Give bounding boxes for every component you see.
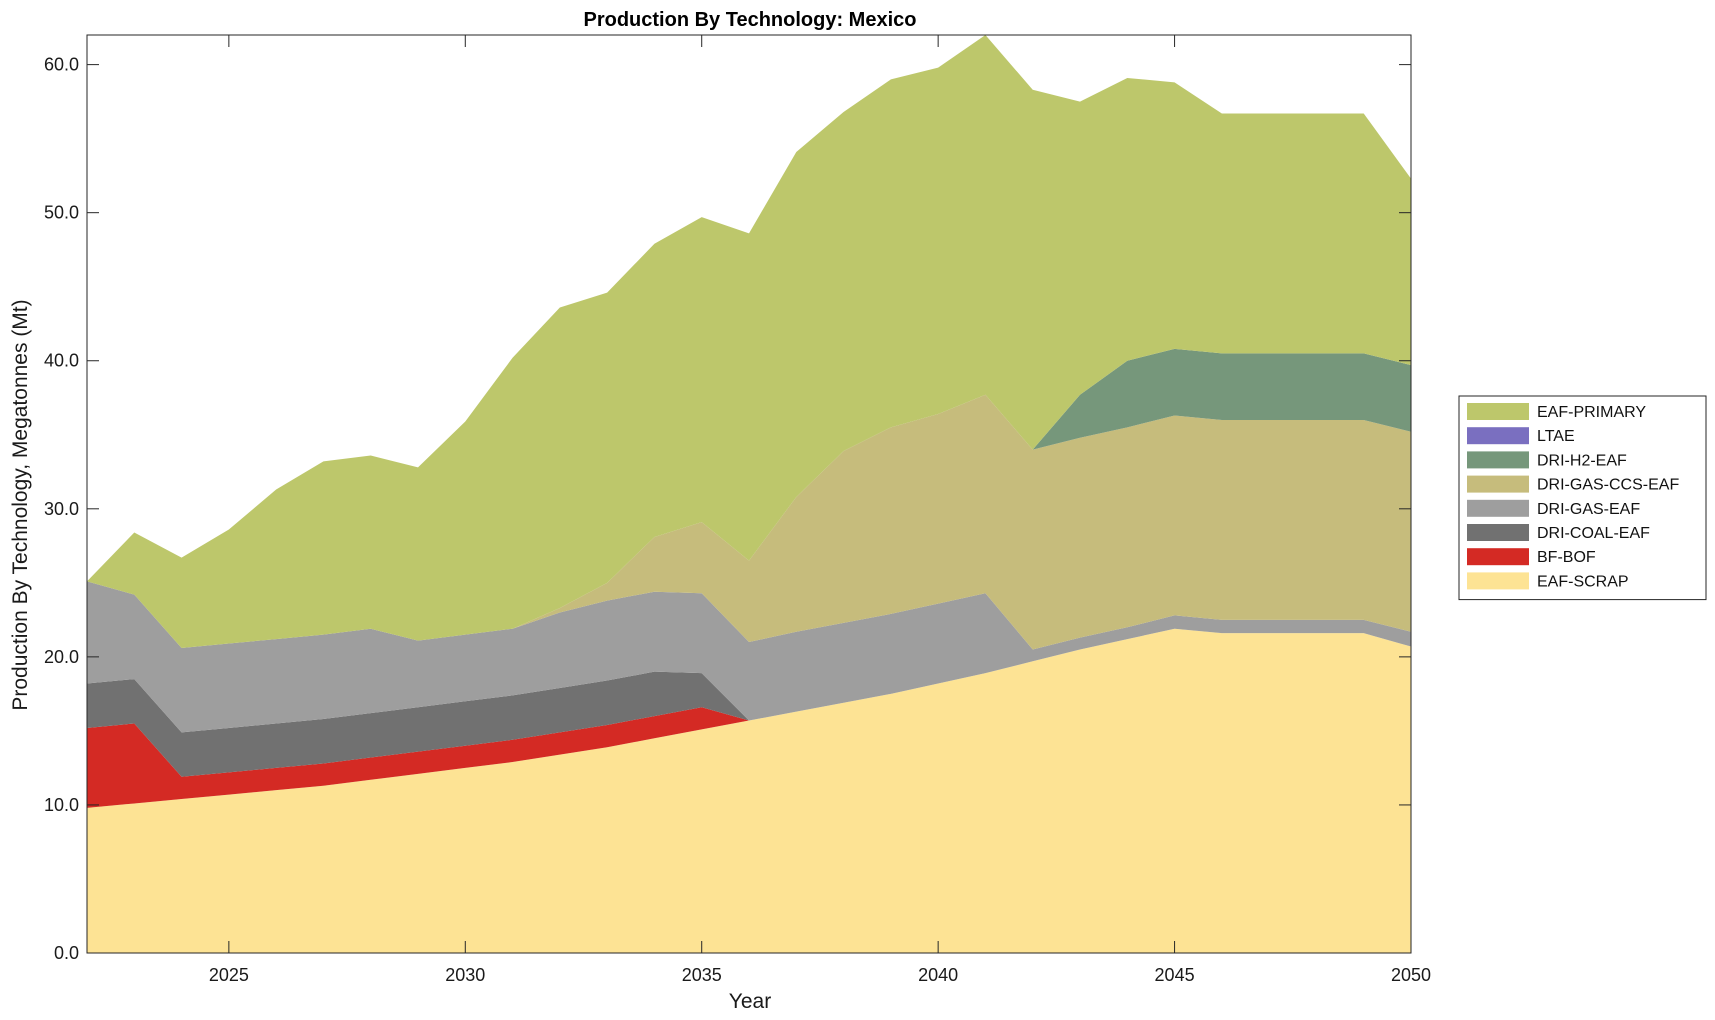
legend-swatch-dri-gas-eaf bbox=[1467, 499, 1529, 517]
area-eaf-scrap bbox=[87, 628, 1411, 953]
legend-swatch-eaf-primary bbox=[1467, 403, 1529, 420]
y-tick-label: 50.0 bbox=[44, 203, 79, 223]
legend-label-ltae: LTAE bbox=[1537, 428, 1575, 445]
y-tick-label: 40.0 bbox=[44, 351, 79, 371]
legend-swatch-dri-coal-eaf bbox=[1467, 524, 1529, 541]
x-tick-label: 2040 bbox=[918, 965, 958, 985]
legend-label-dri-gas-ccs-eaf: DRI-GAS-CCS-EAF bbox=[1537, 477, 1679, 494]
legend-label-eaf-primary: EAF-PRIMARY bbox=[1537, 404, 1646, 421]
y-tick-label: 20.0 bbox=[44, 647, 79, 667]
x-tick-label: 2030 bbox=[445, 965, 485, 985]
plot-frame bbox=[86, 34, 1412, 954]
legend-label-dri-gas-eaf: DRI-GAS-EAF bbox=[1537, 501, 1640, 518]
area-dri-h2-eaf bbox=[87, 348, 1411, 648]
y-tick-label: 30.0 bbox=[44, 499, 79, 519]
x-tick-label: 2025 bbox=[209, 965, 249, 985]
y-tick-label: 60.0 bbox=[44, 55, 79, 75]
y-tick-label: 0.0 bbox=[54, 943, 79, 963]
area-bf-bof bbox=[87, 628, 1411, 808]
area-dri-gas-eaf bbox=[87, 581, 1411, 733]
y-axis-title: Production By Technology, Megatonnes (Mt… bbox=[9, 299, 32, 710]
legend-label-dri-coal-eaf: DRI-COAL-EAF bbox=[1537, 525, 1650, 542]
legend-label-dri-h2-eaf: DRI-H2-EAF bbox=[1537, 452, 1627, 469]
x-tick-label: 2045 bbox=[1155, 965, 1195, 985]
x-axis-title: Year bbox=[729, 990, 771, 1013]
legend-swatch-dri-h2-eaf bbox=[1467, 451, 1529, 469]
chart-title: Production By Technology: Mexico bbox=[584, 9, 917, 31]
legend: EAF-PRIMARY LTAE DRI-H2-EAF DRI-GAS-CCS-EAF… bbox=[1458, 395, 1707, 601]
legend-swatch-eaf-scrap bbox=[1467, 572, 1529, 590]
x-tick-label: 2050 bbox=[1391, 965, 1431, 985]
legend-swatch-dri-gas-ccs-eaf bbox=[1467, 475, 1529, 493]
legend-box bbox=[1458, 395, 1707, 601]
stacked-areas bbox=[87, 35, 1411, 953]
legend-swatch-bf-bof bbox=[1467, 548, 1529, 566]
x-tick-label: 2035 bbox=[682, 965, 722, 985]
area-dri-coal-eaf bbox=[87, 628, 1411, 777]
y-tick-label: 10.0 bbox=[44, 795, 79, 815]
legend-swatch-ltae bbox=[1467, 427, 1529, 445]
legend-label-eaf-scrap: EAF-SCRAP bbox=[1537, 573, 1629, 590]
area-dri-gas-ccs-eaf bbox=[87, 394, 1411, 650]
area-eaf-primary bbox=[87, 35, 1411, 648]
axes: 2025 2030 2035 2040 2045 2050 0.0 10.0 20.0 30.0 4… bbox=[44, 34, 1431, 985]
legend-label-bf-bof: BF-BOF bbox=[1537, 549, 1596, 566]
